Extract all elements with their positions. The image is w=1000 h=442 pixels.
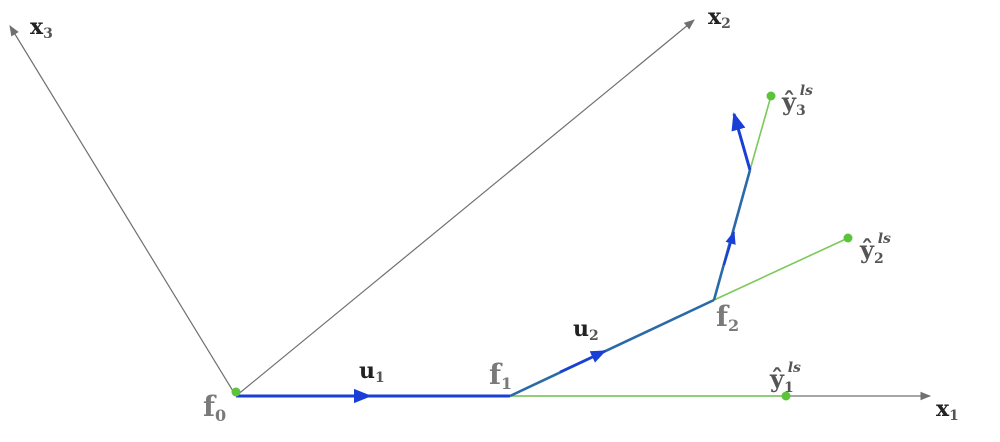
f0-label: f0 — [203, 390, 226, 425]
segment-f1-f2 — [509, 298, 715, 398]
f1-label: f1 — [489, 358, 512, 393]
u1-label: u1 — [359, 358, 385, 386]
y1-dot — [781, 391, 791, 401]
u3-arrow — [722, 230, 736, 266]
estimate-line-3 — [749, 95, 772, 171]
x3-label: x3 — [30, 14, 53, 42]
y2-dot — [843, 233, 853, 243]
u2-arrow — [559, 349, 607, 374]
x2-axis — [235, 19, 695, 397]
x2-label: x2 — [708, 4, 731, 32]
final-direction-arrow — [731, 112, 752, 171]
y3-dot — [766, 91, 776, 101]
estimate-line-2 — [713, 237, 849, 301]
f2-label: f2 — [716, 300, 739, 335]
u2-label: u2 — [573, 316, 599, 344]
f0-dot — [231, 387, 241, 397]
y3-label: ŷ3ls — [781, 83, 813, 119]
x1-label: x1 — [936, 396, 959, 424]
x3-axis — [9, 25, 237, 397]
y2-label: ŷ2ls — [859, 231, 891, 267]
y1-label: ŷ1ls — [769, 360, 801, 396]
